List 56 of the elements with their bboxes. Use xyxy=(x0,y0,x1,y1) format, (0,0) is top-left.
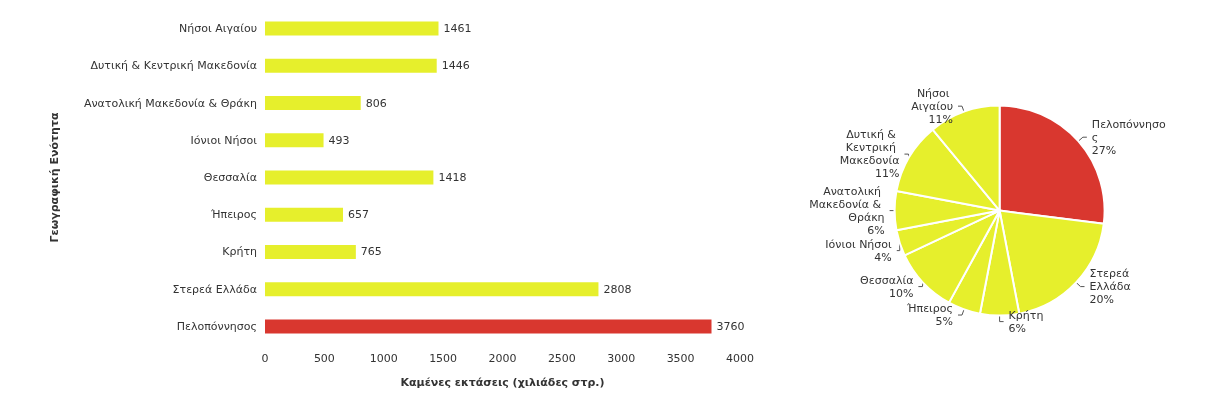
bar xyxy=(265,21,439,36)
data-label: 4% xyxy=(874,250,892,264)
slice-label: Δυτική & Κεντρική Μακεδονία xyxy=(839,128,900,168)
bar xyxy=(265,133,324,148)
y-tick-label: Κρήτη xyxy=(222,245,258,259)
bar xyxy=(265,282,599,297)
data-label: 1446 xyxy=(441,59,470,73)
slice-label: Ανατολική Μακεδονία & Θράκη xyxy=(809,184,885,224)
y-tick-label: Ιόνιοι Νήσοι xyxy=(190,133,258,147)
x-axis-title: Καμένες εκτάσεις (χιλιάδες στρ.) xyxy=(400,376,605,389)
x-tick-label: 3500 xyxy=(666,352,695,365)
slice-label: Πελοπόννησος xyxy=(1091,117,1166,144)
data-label: 11% xyxy=(928,112,953,126)
data-label: 1418 xyxy=(438,171,467,184)
bar xyxy=(265,58,437,73)
data-label: 10% xyxy=(888,286,914,300)
data-label: 11% xyxy=(874,167,900,181)
data-label: 765 xyxy=(360,245,382,259)
data-label: 20% xyxy=(1089,293,1114,307)
bar xyxy=(265,96,361,111)
y-tick-label: Νήσοι Αιγαίου xyxy=(179,22,257,36)
slice-label: Ήπειρος xyxy=(905,302,953,316)
x-tick-label: 2500 xyxy=(547,352,576,365)
slice-label: Στερεά Ελλάδα xyxy=(1089,267,1133,294)
data-label: 1461 xyxy=(443,22,472,36)
bar xyxy=(265,319,712,334)
data-label: 493 xyxy=(328,133,350,147)
y-tick-label: Θεσσαλία xyxy=(203,171,257,184)
data-label: 657 xyxy=(348,208,370,222)
data-label: 27% xyxy=(1091,143,1117,157)
x-tick-label: 1500 xyxy=(429,352,458,365)
data-label: 6% xyxy=(867,223,885,237)
y-tick-label: Δυτική & Κεντρική Μακεδονία xyxy=(90,59,257,73)
data-label: 2808 xyxy=(603,282,632,296)
x-tick-label: 3000 xyxy=(607,352,636,365)
y-axis-title: Γεωγραφική Ενότητα xyxy=(48,112,61,243)
x-tick-label: 500 xyxy=(313,352,335,365)
x-tick-label: 2000 xyxy=(488,352,517,365)
data-label: 6% xyxy=(1008,321,1027,335)
y-tick-label: Πελοπόννησος xyxy=(176,319,257,333)
slice-label: Κρήτη xyxy=(1008,308,1044,322)
x-tick-label: 1000 xyxy=(369,352,398,365)
slice-label: Νήσοι Αιγαίου xyxy=(911,86,953,113)
data-label: 3760 xyxy=(716,319,745,333)
data-label: 5% xyxy=(935,315,953,329)
bar xyxy=(265,244,356,259)
bar xyxy=(265,170,434,185)
y-tick-label: Στερεά Ελλάδα xyxy=(172,282,257,296)
data-label: 806 xyxy=(365,96,387,110)
slice-label: Ιόνιοι Νήσοι xyxy=(825,237,893,251)
y-tick-label: Ανατολική Μακεδονία & Θράκη xyxy=(83,96,258,110)
x-tick-label: 4000 xyxy=(726,352,754,365)
x-tick-label: 0 xyxy=(261,352,269,365)
y-tick-label: Ήπειρος xyxy=(209,208,257,222)
slice-label: Θεσσαλία xyxy=(860,273,914,287)
bar xyxy=(265,207,344,222)
